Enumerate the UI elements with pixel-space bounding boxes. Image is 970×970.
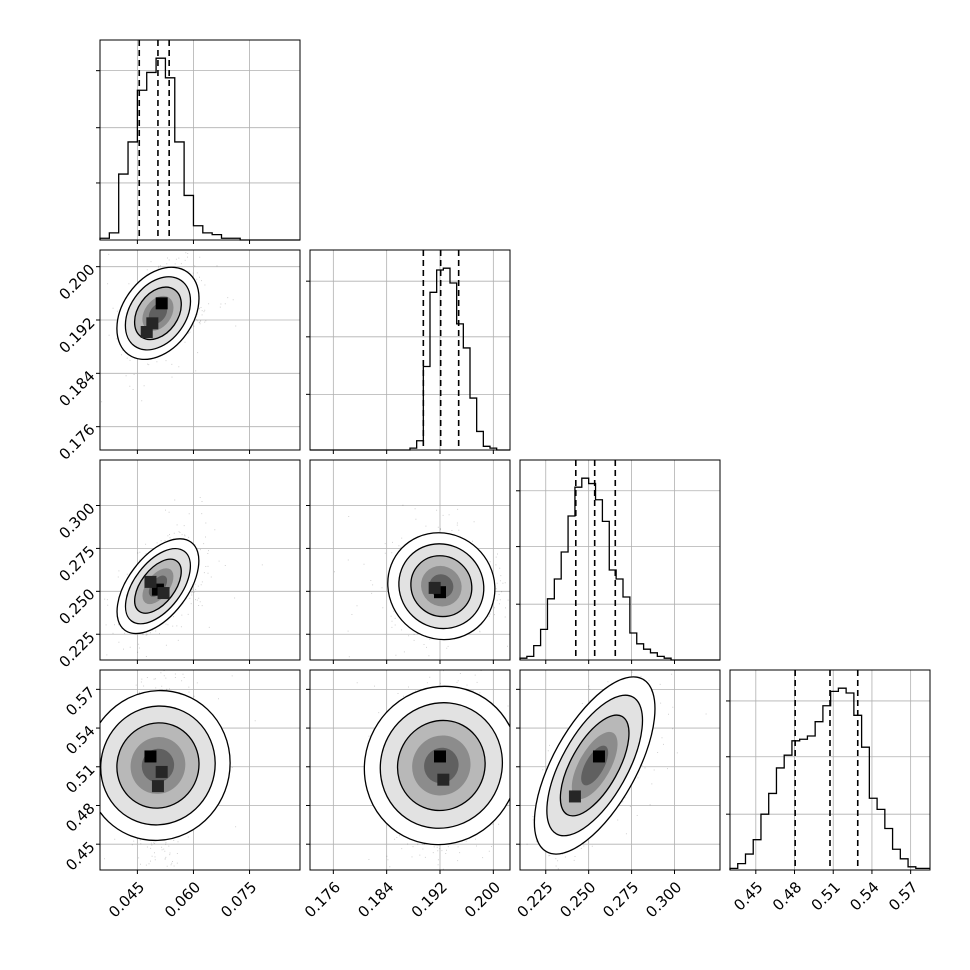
density-peak (155, 765, 168, 778)
histogram-panel-p1 (96, 39, 301, 244)
histogram-p1 (99, 57, 300, 241)
density-panel-p1-p3 (96, 459, 301, 664)
density-panel-p1-p2 (96, 249, 301, 454)
x-tick-label: 0.300 (642, 878, 685, 921)
panel-frame (99, 459, 301, 661)
x-tick-label: 0.075 (217, 878, 260, 921)
x-tick-label: 0.54 (846, 878, 882, 914)
panel-frame (519, 459, 721, 661)
x-tick-label: 0.045 (105, 878, 148, 921)
panel-frame (519, 669, 721, 871)
x-tick-label: 0.176 (301, 878, 344, 921)
x-tick-label: 0.51 (808, 878, 844, 914)
y-tick-label: 0.192 (55, 314, 98, 357)
y-tick-label: 0.45 (62, 838, 98, 874)
density-peak (155, 297, 168, 310)
x-tick-label: 0.060 (161, 878, 204, 921)
x-tick-label: 0.275 (599, 878, 642, 921)
y-tick-label: 0.275 (55, 542, 98, 585)
panel-frame (99, 249, 301, 451)
histogram-p4 (729, 687, 930, 870)
x-tick-label: 0.184 (354, 878, 397, 921)
density-panel-p2-p4 (306, 669, 511, 874)
y-tick-label: 0.57 (62, 683, 98, 719)
x-tick-label: 0.225 (513, 878, 556, 921)
density-peak (144, 575, 157, 588)
density-peak (140, 326, 153, 338)
y-tick-label: 0.200 (55, 260, 98, 303)
y-tick-label: 0.300 (55, 499, 98, 542)
panel-frame (99, 39, 301, 241)
density-panel-p1-p4 (96, 669, 301, 874)
density-peak (437, 773, 450, 786)
x-tick-label: 0.45 (730, 878, 766, 914)
panel-frame (309, 459, 511, 661)
density-peak (568, 790, 581, 803)
y-tick-label: 0.54 (62, 722, 98, 758)
histogram-panel-p2 (306, 249, 511, 454)
panel-frame (309, 669, 511, 871)
x-tick-label: 0.192 (408, 878, 451, 921)
y-tick-label: 0.225 (55, 628, 98, 671)
density-peak (144, 750, 157, 763)
x-tick-label: 0.200 (461, 878, 504, 921)
histogram-p3 (519, 477, 720, 661)
x-tick-label: 0.57 (885, 878, 921, 914)
density-panel-p3-p4 (516, 669, 721, 874)
panel-frame (309, 249, 511, 451)
density-level (424, 747, 459, 784)
density-peak (428, 581, 441, 594)
density-peak (157, 587, 170, 600)
density-peak (151, 780, 164, 793)
histogram-p2 (310, 267, 510, 451)
y-tick-label: 0.48 (62, 799, 98, 835)
y-tick-label: 0.184 (55, 367, 98, 410)
histogram-panel-p3 (516, 459, 721, 664)
y-tick-label: 0.176 (55, 420, 98, 463)
x-tick-label: 0.250 (556, 878, 599, 921)
y-tick-label: 0.250 (55, 585, 98, 628)
panel-frame (99, 669, 301, 871)
y-tick-label: 0.51 (62, 761, 98, 797)
density-peak (592, 750, 605, 763)
density-peak (434, 750, 446, 763)
x-tick-label: 0.48 (769, 878, 805, 914)
histogram-panel-p4 (726, 669, 931, 874)
panel-frame (729, 669, 931, 871)
density-panel-p2-p3 (306, 459, 511, 664)
